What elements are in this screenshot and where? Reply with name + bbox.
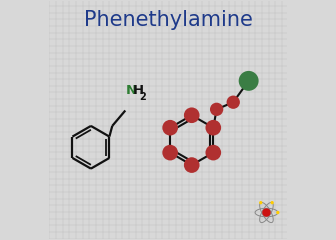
Circle shape [184, 157, 200, 173]
Text: N: N [125, 84, 136, 97]
Circle shape [162, 145, 178, 161]
Circle shape [239, 71, 259, 91]
Circle shape [210, 103, 223, 116]
Text: 2: 2 [139, 92, 146, 102]
Circle shape [259, 201, 262, 204]
Text: Phenethylamine: Phenethylamine [84, 10, 252, 30]
Circle shape [206, 120, 221, 136]
Circle shape [184, 108, 200, 123]
Circle shape [226, 96, 240, 109]
Text: H: H [133, 84, 144, 97]
Circle shape [270, 201, 274, 204]
Circle shape [262, 208, 271, 217]
Circle shape [162, 120, 178, 136]
Circle shape [276, 211, 280, 214]
Circle shape [206, 145, 221, 161]
